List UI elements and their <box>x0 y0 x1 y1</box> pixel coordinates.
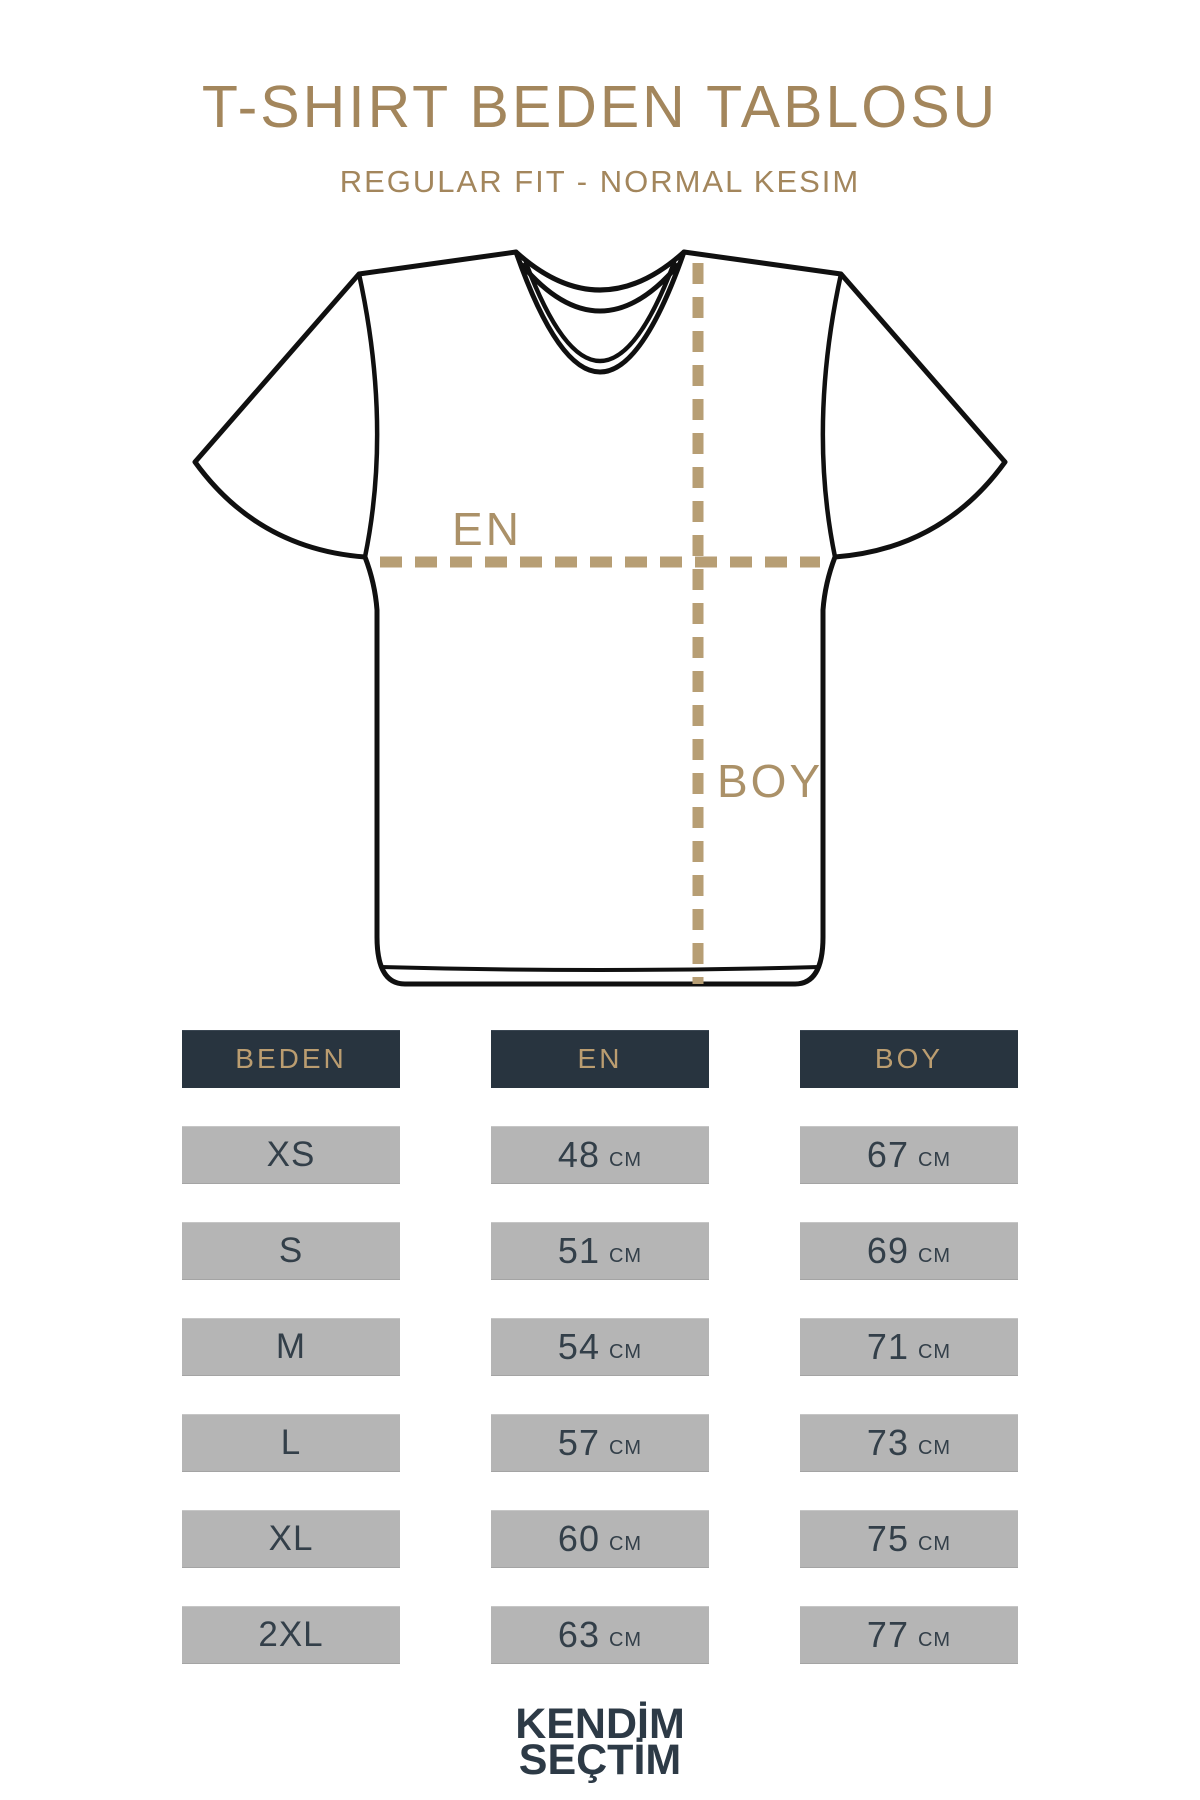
width-cell: 57 CM <box>491 1414 709 1472</box>
right-sleeve-seam <box>820 271 844 560</box>
length-value: 75 <box>866 1518 909 1559</box>
length-cell: 77 CM <box>800 1606 1018 1664</box>
width-value: 63 <box>557 1614 600 1655</box>
width-value: 57 <box>557 1422 600 1463</box>
unit-label: CM <box>917 1244 952 1267</box>
brand-line-1: KENDİM <box>515 1700 685 1748</box>
unit-label: CM <box>917 1340 952 1363</box>
length-cell: 73 CM <box>800 1414 1018 1472</box>
size-cell: M <box>182 1318 400 1376</box>
length-cell: 67 CM <box>800 1126 1018 1184</box>
page-subtitle: REGULAR FIT - NORMAL KESIM <box>339 164 861 199</box>
unit-label: CM <box>608 1340 643 1363</box>
unit-label: CM <box>917 1436 952 1459</box>
size-table: BEDEN EN BOY XS 48 CM 67 CM S 51 CM 69 CM M … <box>182 1030 1018 1664</box>
unit-label: CM <box>917 1148 952 1171</box>
length-cell: 69 CM <box>800 1222 1018 1280</box>
unit-label: CM <box>608 1532 643 1555</box>
size-label: XL <box>268 1519 314 1558</box>
width-measure-label: EN <box>452 503 522 555</box>
size-label: S <box>278 1231 304 1270</box>
size-label: XS <box>266 1135 316 1174</box>
column-header-beden: BEDEN <box>182 1030 400 1088</box>
width-cell: 60 CM <box>491 1510 709 1568</box>
width-cell: 51 CM <box>491 1222 709 1280</box>
left-sleeve-seam <box>356 271 380 560</box>
unit-label: CM <box>917 1628 952 1651</box>
length-cell: 75 CM <box>800 1510 1018 1568</box>
hem-stitch-line <box>379 965 821 972</box>
unit-label: CM <box>608 1148 643 1171</box>
collar-outer-edge <box>513 249 687 375</box>
column-header-en: EN <box>491 1030 709 1088</box>
length-value: 67 <box>866 1134 909 1175</box>
column-header-boy: BOY <box>800 1030 1018 1088</box>
unit-label: CM <box>608 1244 643 1267</box>
tshirt-measurement-diagram: EN BOY <box>192 249 1008 987</box>
length-value: 69 <box>866 1230 909 1271</box>
size-label: L <box>280 1423 302 1462</box>
length-value: 77 <box>866 1614 909 1655</box>
size-cell: L <box>182 1414 400 1472</box>
collar-inner-edge <box>523 260 677 363</box>
width-value: 51 <box>557 1230 600 1271</box>
length-value: 73 <box>866 1422 909 1463</box>
size-cell: XS <box>182 1126 400 1184</box>
unit-label: CM <box>608 1436 643 1459</box>
size-cell: S <box>182 1222 400 1280</box>
width-cell: 48 CM <box>491 1126 709 1184</box>
unit-label: CM <box>608 1628 643 1651</box>
brand-logo: KENDİM SEÇTİM <box>0 1700 1200 1785</box>
unit-label: CM <box>917 1532 952 1555</box>
size-label: M <box>275 1327 307 1366</box>
width-value: 60 <box>557 1518 600 1559</box>
width-cell: 54 CM <box>491 1318 709 1376</box>
size-cell: 2XL <box>182 1606 400 1664</box>
width-value: 54 <box>557 1326 600 1367</box>
size-cell: XL <box>182 1510 400 1568</box>
width-value: 48 <box>557 1134 600 1175</box>
length-value: 71 <box>866 1326 909 1367</box>
length-measure-label: BOY <box>717 755 823 807</box>
brand-line-2: SEÇTİM <box>518 1736 682 1785</box>
collar-back-seam <box>519 262 681 314</box>
width-cell: 63 CM <box>491 1606 709 1664</box>
size-label: 2XL <box>258 1615 324 1654</box>
page-title: T-SHIRT BEDEN TABLOSU <box>201 74 999 140</box>
length-cell: 71 CM <box>800 1318 1018 1376</box>
